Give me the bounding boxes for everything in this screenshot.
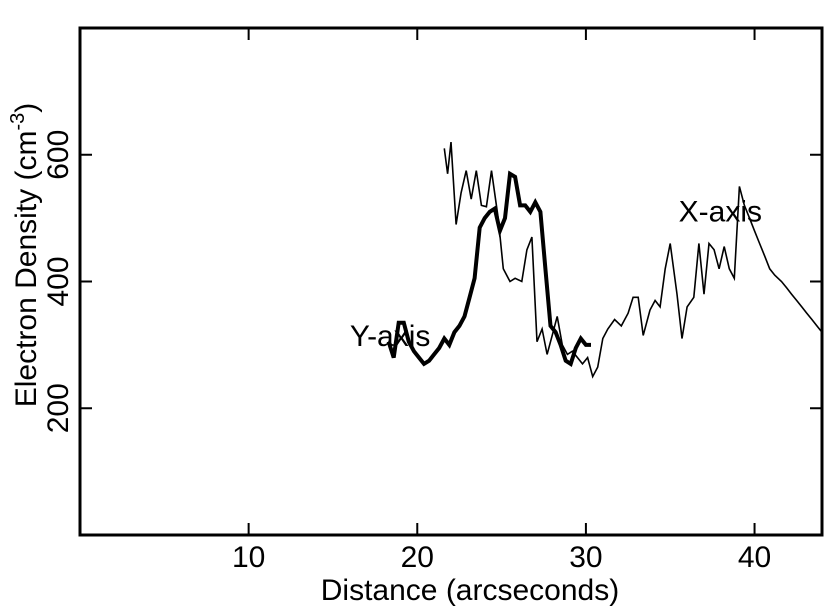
series-layer: X-axis Y-axis [350, 142, 823, 379]
series-line-x-axis [443, 142, 823, 379]
y-axis-title-main: Electron Density (cm [10, 131, 43, 408]
y-axis-title: Electron Density (cm-3) [7, 103, 43, 408]
x-tick-label: 30 [569, 541, 602, 574]
y-axis-title-end: ) [10, 103, 43, 113]
series-label-x-axis: X-axis [679, 195, 762, 228]
x-tick-label: 40 [738, 541, 771, 574]
plot-area [78, 26, 824, 537]
series-line-y-axis [386, 170, 591, 367]
y-tick-label: 600 [42, 130, 75, 180]
y-tick-label: 400 [42, 256, 75, 306]
series-label-y-axis: Y-axis [350, 320, 431, 353]
y-tick-label: 200 [42, 383, 75, 433]
x-tick-label: 20 [401, 541, 434, 574]
x-tick-label: 10 [232, 541, 265, 574]
x-axis-title: Distance (arcseconds) [321, 574, 619, 607]
y-axis-title-superscript: -3 [7, 113, 29, 131]
axis-ticks: 10 20 30 40 200 400 600 [42, 28, 822, 574]
plot-frame [78, 26, 824, 537]
